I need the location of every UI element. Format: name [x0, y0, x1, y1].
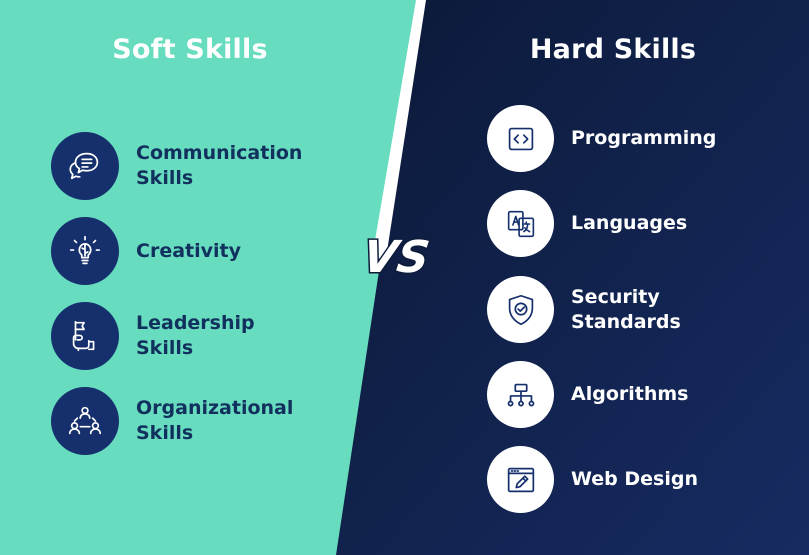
hard-skill-label: Security Standards	[571, 285, 681, 333]
hard-skill-algorithms: Algorithms	[487, 361, 688, 428]
soft-skill-communication: Communication Skills	[51, 132, 302, 200]
lightbulb-brain-icon	[51, 217, 119, 285]
hard-skill-label: Algorithms	[571, 383, 689, 405]
soft-skill-label: Communication Skills	[136, 142, 303, 189]
soft-skills-title: Soft Skills	[112, 34, 268, 65]
shield-check-icon	[487, 276, 554, 343]
hard-skill-security-standards: Security Standards	[487, 276, 681, 343]
browser-pencil-icon	[487, 446, 554, 513]
soft-skill-label: Organizational Skills	[136, 397, 294, 444]
soft-skill-leadership: Leadership Skills	[51, 302, 255, 370]
hard-skill-languages: Languages	[487, 190, 687, 257]
chat-bubbles-icon	[51, 132, 119, 200]
translate-icon	[487, 190, 554, 257]
team-network-icon	[51, 387, 119, 455]
hard-skills-title: Hard Skills	[529, 34, 697, 65]
hard-skill-programming: Programming	[487, 105, 716, 172]
hand-flag-icon	[51, 302, 119, 370]
code-brackets-icon	[487, 105, 554, 172]
hard-skill-label: Languages	[571, 212, 688, 234]
soft-skill-label: Creativity	[136, 239, 241, 262]
versus-text: VS	[360, 232, 433, 283]
soft-skill-creativity: Creativity	[51, 217, 241, 285]
versus-badge: VS	[360, 231, 434, 285]
soft-skill-label: Leadership Skills	[136, 312, 255, 359]
hard-skill-web-design: Web Design	[487, 446, 698, 513]
hard-skills-panel	[336, 0, 809, 555]
hard-skill-label: Programming	[571, 127, 717, 149]
divider-stripe-top	[372, 0, 426, 258]
soft-skill-organizational: Organizational Skills	[51, 387, 293, 455]
flowchart-icon	[487, 361, 554, 428]
hard-skill-label: Web Design	[571, 468, 698, 490]
